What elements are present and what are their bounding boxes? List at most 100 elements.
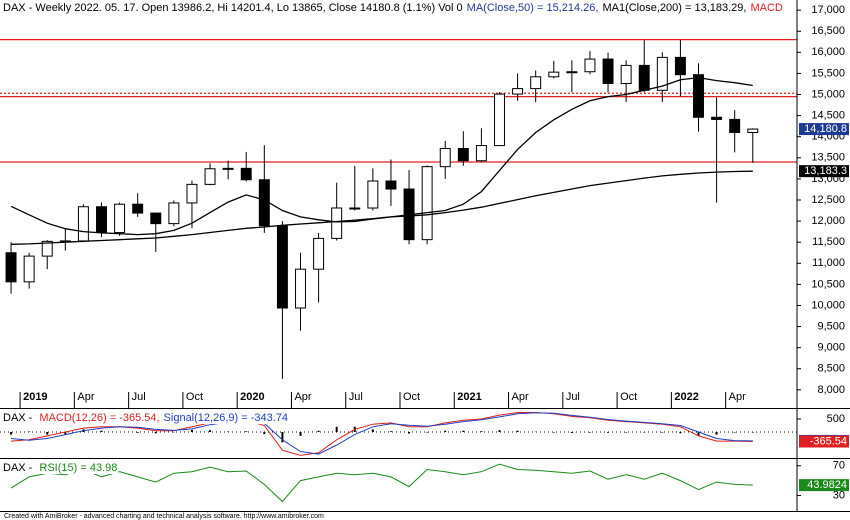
- candle-body: [367, 180, 379, 209]
- header-part: DAX -: [3, 462, 35, 474]
- candle-body: [313, 237, 325, 270]
- y-tick-label: 8,000: [817, 384, 845, 396]
- header-part: DAX -: [3, 412, 35, 424]
- candle-body: [566, 71, 578, 74]
- last-value-label: 14,180.8: [804, 123, 847, 135]
- header-part: MA1(Close,200) = 13,183.29,: [602, 2, 746, 14]
- header-part: Signal(12,26,9) = -343.74: [164, 412, 288, 424]
- y-tick-label: 10,000: [811, 299, 845, 311]
- y-tick-label: 9,000: [817, 342, 845, 354]
- candle-body: [295, 268, 306, 309]
- x-tick-label: 2020: [240, 391, 264, 403]
- y-tick-label: 16,000: [811, 46, 845, 58]
- x-tick-label: Oct: [186, 391, 203, 403]
- x-tick-label: Apr: [729, 391, 746, 403]
- last-value-label: -365.54: [810, 435, 847, 447]
- candle-body: [494, 93, 505, 147]
- last-value-box: [799, 479, 849, 492]
- last-value-label: 43.9824: [807, 479, 847, 491]
- candle-body: [548, 71, 560, 78]
- x-tick-label: Oct: [403, 391, 420, 403]
- candle-body: [186, 183, 198, 204]
- candle-body: [77, 206, 89, 242]
- candle-body: [349, 207, 361, 210]
- x-tick-label: Oct: [620, 391, 637, 403]
- candle-body: [602, 58, 614, 85]
- candle-body: [656, 56, 668, 91]
- candle-body: [674, 56, 686, 76]
- axes: 8,000 8,500 9,000 9,500 10,000 10,500 11,000 11…: [797, 4, 849, 501]
- candle-body: [240, 167, 252, 181]
- candle-body: [512, 88, 524, 95]
- y-tick-label: 17,000: [811, 4, 845, 16]
- header-background: [0, 461, 119, 474]
- candle-body: [729, 118, 741, 133]
- x-tick-label: 2019: [23, 391, 47, 403]
- candle-body: [638, 64, 650, 91]
- candle-body: [204, 168, 216, 185]
- y-tick-label: 14,500: [811, 110, 845, 122]
- panel-header: DAX - RSI(15) = 43.98: [3, 462, 117, 474]
- candle-body: [276, 225, 288, 309]
- candle-body: [5, 252, 17, 283]
- y-tick-label: 9,500: [817, 320, 845, 332]
- candle-body: [96, 206, 107, 233]
- header-part: RSI(15) = 43.98: [39, 462, 117, 474]
- candle-body: [475, 145, 487, 162]
- x-tick-label: Jul: [566, 391, 580, 403]
- candle-body: [747, 128, 759, 133]
- candle-body: [114, 203, 126, 233]
- x-tick-label: 2022: [674, 391, 698, 403]
- y-tick-label: 11,000: [812, 257, 845, 269]
- candle-body: [421, 166, 433, 241]
- last-value-box: [799, 123, 849, 136]
- candle-body: [693, 74, 704, 118]
- y-tick-label: 10,500: [811, 278, 845, 290]
- series-line: [10, 463, 753, 503]
- y-tick-label: 12,000: [811, 215, 845, 227]
- panel: DAX - MACD(12,26) = -365.54, Signal(12,26…: [0, 411, 797, 456]
- x-tick-label: Jul: [349, 391, 363, 403]
- candle-body: [584, 58, 596, 73]
- candle-body: [150, 212, 162, 225]
- header-part: MA(Close,50) = 15,214.26,: [467, 2, 599, 14]
- y-tick-label: 15,500: [811, 67, 845, 79]
- candle-body: [620, 64, 632, 85]
- y-tick-label: 70: [833, 460, 845, 472]
- x-tick-label: 2021: [457, 391, 481, 403]
- candle-body: [439, 148, 451, 168]
- footer: Created with AmiBroker - advanced charti…: [4, 513, 324, 520]
- axis-background: [797, 0, 850, 512]
- y-tick-label: 500: [827, 413, 845, 425]
- candle-body: [457, 148, 469, 162]
- y-tick-label: 11,500: [812, 236, 845, 248]
- candle-body: [41, 240, 53, 257]
- candle-body: [132, 203, 144, 214]
- candle-body: [168, 202, 180, 225]
- series-line: [10, 170, 753, 245]
- panel-header: DAX - Weekly 2022. 05. 17. Open 13986.2,…: [3, 2, 783, 14]
- y-tick-label: 15,000: [811, 88, 845, 100]
- last-value-box: [799, 435, 849, 448]
- x-tick-label: Jul: [132, 391, 146, 403]
- y-tick-label: 30: [833, 489, 845, 501]
- y-tick-label: 12,500: [811, 194, 845, 206]
- candle-body: [222, 167, 234, 170]
- header-part: DAX - Weekly 2022. 05. 17. Open 13986.2,…: [3, 2, 463, 14]
- y-tick-label: 16,500: [811, 25, 845, 37]
- y-tick-label: 8,500: [817, 363, 845, 375]
- header-part: MACD(12,26) = -365.54,: [39, 412, 159, 424]
- header-background: [0, 1, 776, 14]
- series-line: [10, 412, 753, 455]
- candle-body: [23, 255, 35, 283]
- candle-body: [711, 116, 723, 120]
- last-value-label: 13,183.3: [804, 165, 847, 177]
- panel-header: DAX - MACD(12,26) = -365.54, Signal(12,26…: [3, 412, 288, 424]
- y-tick-label: 13,500: [811, 152, 845, 164]
- panel: 2019 Apr Jul Oct 2020 Apr Jul Oct 2021 Apr Jul Oct 2…: [0, 1, 797, 408]
- x-tick-label: Apr: [512, 391, 529, 403]
- x-tick-label: Apr: [294, 391, 311, 403]
- header-part: MACD: [750, 2, 782, 14]
